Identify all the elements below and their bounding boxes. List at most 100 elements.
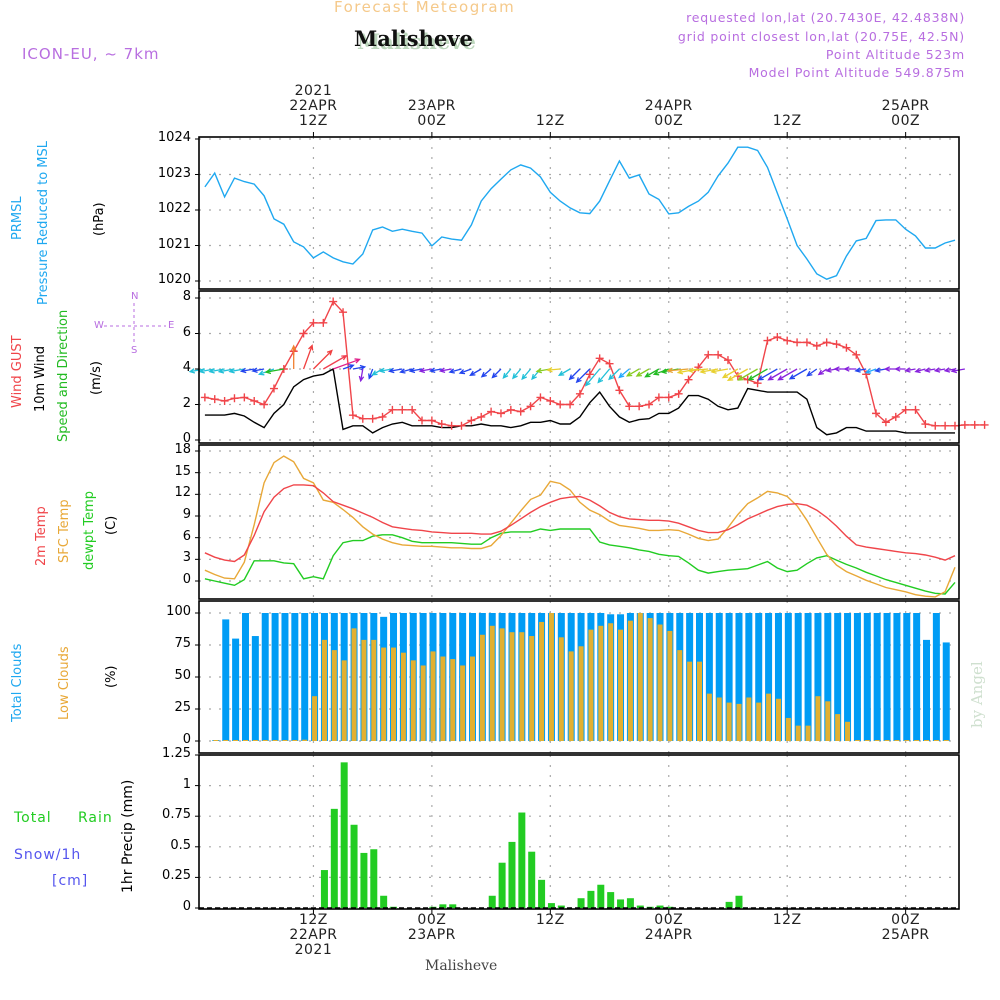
wind-gust-marker xyxy=(348,411,357,420)
wind-gust-marker xyxy=(714,350,723,359)
total-clouds-bar xyxy=(774,613,782,741)
low-clouds-bar xyxy=(321,639,327,741)
low-clouds-bar xyxy=(450,659,456,741)
low-clouds-bar xyxy=(242,740,248,741)
wind-direction-arrow xyxy=(874,367,887,373)
wind-direction-arrow xyxy=(332,358,361,370)
wind-gust-marker xyxy=(566,400,575,409)
wind-gust-marker xyxy=(408,405,417,414)
total-clouds-bar xyxy=(765,613,773,741)
y-tick-label: 0.5 xyxy=(170,837,191,853)
rain-bar xyxy=(330,808,338,908)
wind-direction-arrow xyxy=(239,367,255,374)
wind-direction-arrow xyxy=(521,368,532,381)
low-clouds-bar xyxy=(331,650,337,741)
location-title: Malisheve xyxy=(354,26,473,51)
time-tick-label: 00Z 24APR xyxy=(644,912,693,943)
low-clouds-bar xyxy=(588,629,594,741)
low-clouds-bar xyxy=(460,665,466,741)
wind-direction-arrow xyxy=(710,368,729,374)
low-clouds-bar xyxy=(943,740,949,741)
low-clouds-bar xyxy=(914,740,920,741)
wind-gust-marker xyxy=(457,421,466,430)
wind-gust-marker xyxy=(595,354,604,363)
time-tick-label: 25APR 00Z xyxy=(881,98,930,129)
low-clouds-bar xyxy=(815,696,821,741)
low-clouds-bar xyxy=(746,697,752,741)
y-tick-label: 18 xyxy=(174,442,191,457)
low-clouds-bar xyxy=(223,740,229,741)
low-clouds-bar xyxy=(381,647,387,741)
wind-gust-marker xyxy=(723,356,732,365)
wind-direction-arrow xyxy=(418,367,432,374)
time-tick-label: 00Z 23APR xyxy=(407,912,456,943)
wind-gust-marker xyxy=(872,409,881,418)
wind-gust-marker xyxy=(269,384,278,393)
total-clouds-bar xyxy=(903,613,911,741)
wind-gust-marker xyxy=(783,336,792,345)
total-clouds-bar xyxy=(715,613,723,741)
wind-direction-arrow xyxy=(458,368,472,375)
rain-bar xyxy=(735,895,743,908)
rain-bar xyxy=(597,884,605,908)
wind-direction-arrow xyxy=(726,368,749,381)
y-tick-label: 1.25 xyxy=(162,746,191,761)
wind-gust-marker xyxy=(605,359,614,368)
low-clouds-bar xyxy=(637,613,643,741)
low-clouds-bar xyxy=(529,636,535,741)
low-clouds-bar xyxy=(539,621,545,741)
rain-bar xyxy=(636,905,644,908)
low-clouds-bar xyxy=(272,740,278,741)
wind-gust-marker xyxy=(427,416,436,425)
total-clouds-bar xyxy=(883,613,891,741)
wind-gust-marker xyxy=(763,336,772,345)
y-tick-label: 1021 xyxy=(157,236,191,252)
wind-direction-arrow xyxy=(933,367,946,373)
wind-direction-arrow xyxy=(608,368,620,381)
wind-direction-arrow xyxy=(883,366,896,372)
y-tick-label: 0 xyxy=(182,572,191,587)
wind-gust-marker xyxy=(832,340,841,349)
y-tick-label: 0.75 xyxy=(162,807,191,823)
wind-direction-arrow xyxy=(568,368,581,381)
wind-gust-marker xyxy=(911,405,920,414)
total-clouds-bar xyxy=(824,613,832,741)
low-clouds-bar xyxy=(618,629,624,741)
rain-bar xyxy=(498,862,506,908)
wind-gust-marker xyxy=(477,412,486,421)
wind-direction-arrow xyxy=(322,355,348,370)
y-tick-label: 75 xyxy=(174,636,191,651)
wind-gust-marker xyxy=(654,393,663,402)
wind-direction-arrow xyxy=(757,368,778,381)
wind-direction-arrow xyxy=(546,366,561,373)
wind-gust-marker xyxy=(980,420,989,429)
low-clouds-bar xyxy=(292,740,298,741)
wind-gust-marker xyxy=(674,389,683,398)
rain-bar xyxy=(626,898,634,908)
rain-bar xyxy=(320,870,328,908)
y-tick-label: 50 xyxy=(174,668,191,683)
wind-gust-marker xyxy=(793,338,802,347)
total-clouds-bar xyxy=(932,613,940,741)
wind-gust-marker xyxy=(506,405,515,414)
wind-direction-arrow xyxy=(666,367,689,374)
total-clouds-bar xyxy=(241,613,249,741)
low-clouds-bar xyxy=(805,725,811,741)
wind-direction-arrow xyxy=(342,364,355,370)
wind-direction-arrow xyxy=(512,368,522,380)
low-clouds-bar xyxy=(213,740,219,741)
wind-gust-marker xyxy=(852,350,861,359)
low-clouds-bar xyxy=(558,637,564,741)
rain-bar xyxy=(617,899,625,908)
wind-gust-marker xyxy=(585,370,594,379)
wind-direction-arrow xyxy=(625,368,640,377)
wind-direction-arrow xyxy=(894,366,906,372)
wind-gust-marker xyxy=(812,341,821,350)
low-clouds-bar xyxy=(924,740,930,741)
low-clouds-bar xyxy=(479,634,485,741)
total-clouds-bar xyxy=(251,636,259,741)
wind-direction-arrow xyxy=(597,368,611,384)
wind-direction-arrow xyxy=(904,367,916,373)
time-tick-label: 23APR 00Z xyxy=(407,98,456,129)
compass-s: S xyxy=(131,345,138,356)
